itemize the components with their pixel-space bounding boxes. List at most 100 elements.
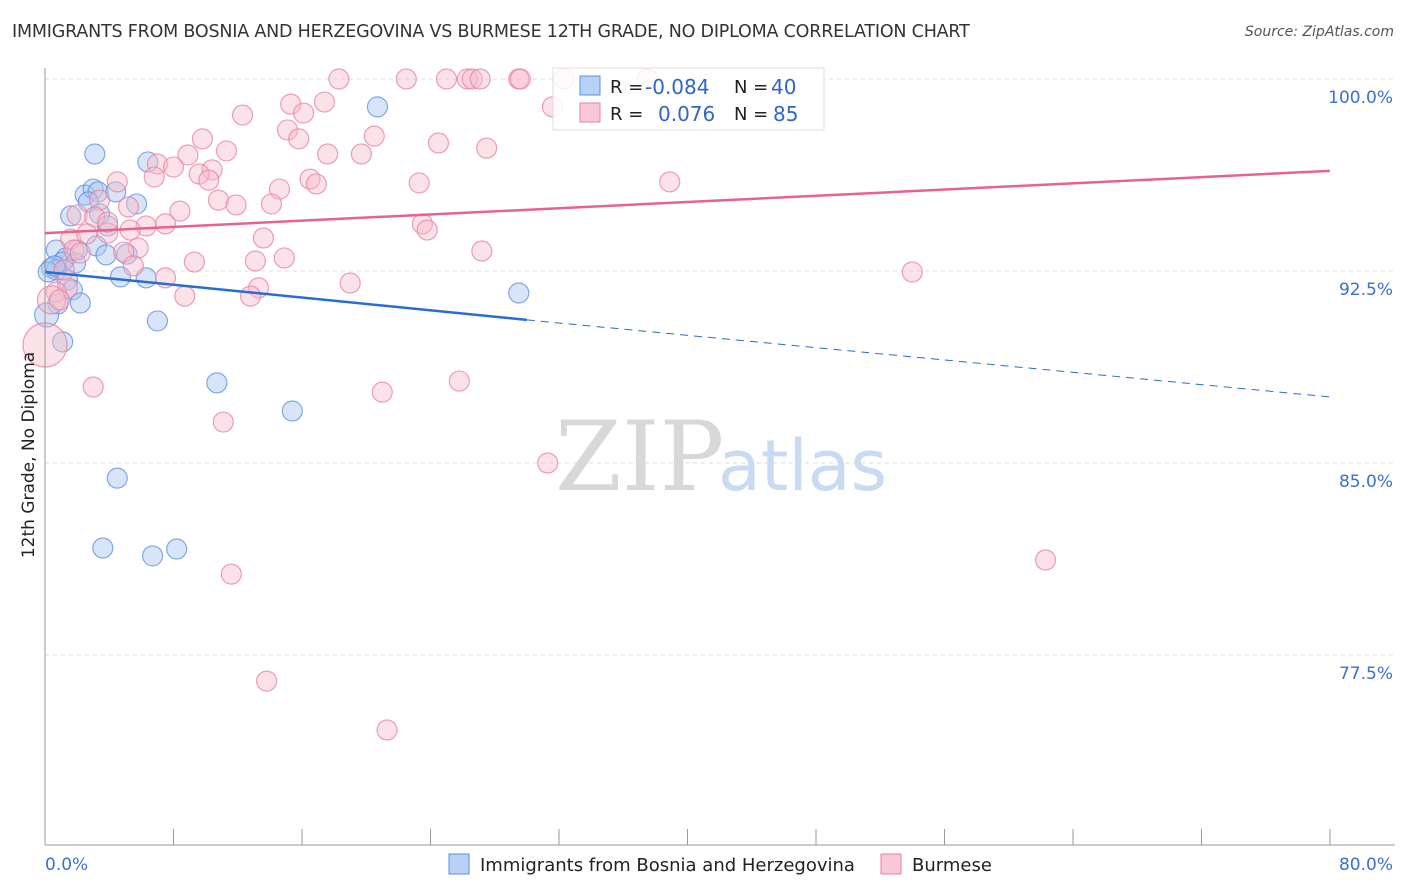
- burmese-point: [416, 219, 438, 241]
- burmese-point: [471, 240, 493, 262]
- burmese-point: [252, 227, 275, 249]
- burmese-point: [376, 719, 398, 741]
- series-legend: Immigrants from Bosnia and Herzegovina B…: [448, 853, 992, 876]
- burmese-point: [537, 452, 559, 474]
- bosnia-trend-line-extrapolated: [526, 319, 1330, 398]
- burmese-point: [135, 215, 157, 237]
- burmese-point: [220, 563, 242, 585]
- burmese-point: [1034, 549, 1057, 571]
- burmese-point: [76, 223, 98, 245]
- bosnia-point: [125, 193, 148, 215]
- bosnia-point: [146, 310, 169, 332]
- burmese-point: [371, 381, 393, 403]
- bosnia-point: [508, 282, 530, 304]
- burmese-point: [435, 68, 458, 90]
- burmese-point: [212, 411, 234, 433]
- burmese-point: [339, 272, 361, 294]
- legend-label-burmese: Burmese: [912, 855, 992, 876]
- legend-r-label: R =: [610, 104, 643, 125]
- burmese-point: [363, 125, 385, 147]
- x-ticks: [44, 829, 1331, 845]
- burmese-point: [256, 670, 278, 692]
- bosnia-point: [206, 372, 228, 394]
- y-tick-label: 100.0%: [1328, 88, 1393, 108]
- points: [22, 68, 1057, 741]
- bosnia-point: [106, 467, 128, 489]
- legend-n-value-pink: 85: [773, 102, 798, 126]
- bosnia-point: [281, 400, 303, 422]
- burmese-point: [225, 194, 247, 216]
- grid: 100.0% 92.5% 85.0% 77.5%: [45, 78, 1395, 684]
- burmese-point: [288, 128, 310, 150]
- burmese-point: [97, 211, 119, 233]
- source-credit: Source: ZipAtlas.com: [1244, 24, 1394, 40]
- burmese-point: [317, 143, 339, 165]
- legend-swatch-burmese: [880, 853, 902, 875]
- burmese-point: [198, 169, 220, 191]
- burmese-point: [313, 91, 336, 113]
- burmese-point: [280, 93, 302, 115]
- burmese-point: [183, 251, 205, 273]
- burmese-point: [276, 119, 299, 141]
- burmese-point: [350, 143, 372, 165]
- y-tick-label: 92.5%: [1339, 280, 1393, 300]
- burmese-point: [53, 259, 75, 281]
- burmese-point: [69, 242, 91, 264]
- burmese-point: [191, 128, 213, 150]
- burmese-point: [305, 173, 328, 195]
- x-tick-label-max: 80.0%: [1339, 855, 1393, 875]
- legend-swatch-blue: [579, 75, 601, 96]
- y-tick-label: 85.0%: [1339, 472, 1393, 492]
- burmese-point: [207, 189, 230, 211]
- legend-swatch-pink: [579, 102, 601, 123]
- burmese-point: [66, 204, 88, 226]
- trend-lines: [44, 169, 1330, 398]
- bosnia-point: [116, 243, 138, 265]
- chart-title: IMMIGRANTS FROM BOSNIA AND HERZEGOVINA V…: [12, 22, 970, 42]
- bosnia-point: [84, 143, 106, 165]
- burmese-point: [456, 68, 478, 90]
- burmese-point: [89, 189, 111, 211]
- burmese-point: [162, 156, 185, 178]
- burmese-point: [239, 285, 262, 307]
- burmese-point: [146, 153, 169, 175]
- burmese-point: [292, 102, 315, 124]
- burmese-point: [427, 132, 450, 154]
- burmese-point: [659, 171, 681, 193]
- legend-n-label: N =: [734, 104, 768, 125]
- burmese-point: [408, 172, 430, 194]
- burmese-point: [260, 193, 283, 215]
- bosnia-point: [366, 96, 389, 118]
- bosnia-point: [60, 205, 82, 227]
- burmese-point: [143, 166, 165, 188]
- burmese-point: [231, 104, 254, 126]
- legend-r-value-blue: -0.084: [645, 75, 709, 99]
- bosnia-point: [95, 244, 117, 266]
- burmese-point: [106, 171, 128, 193]
- burmese-point: [122, 255, 144, 277]
- bosnia-point: [92, 537, 114, 559]
- watermark-zip: ZIP: [555, 401, 724, 513]
- burmese-point: [154, 213, 177, 235]
- x-tick-label-min: 0.0%: [45, 855, 88, 875]
- legend-r-value-pink: 0.076: [658, 102, 715, 126]
- correlation-legend: R = -0.084 N = 40 R = 0.076 N = 85: [552, 67, 825, 131]
- burmese-point: [215, 140, 238, 162]
- legend-n-value-blue: 40: [771, 75, 796, 99]
- bosnia-point: [142, 545, 164, 567]
- burmese-point: [901, 261, 923, 283]
- burmese-point: [273, 247, 295, 269]
- burmese-point: [395, 68, 417, 90]
- burmese-point: [177, 144, 199, 166]
- burmese-point: [244, 250, 266, 272]
- burmese-point: [169, 200, 191, 222]
- burmese-point: [82, 376, 104, 398]
- bosnia-trend-line: [44, 270, 527, 322]
- burmese-point: [476, 137, 498, 159]
- y-axis-label: 12th Grade, No Diploma: [19, 352, 39, 558]
- burmese-point: [448, 370, 470, 392]
- watermark-atlas: atlas: [718, 425, 887, 507]
- legend-label-bosnia: Immigrants from Bosnia and Herzegovina: [480, 855, 855, 876]
- bosnia-point: [69, 292, 91, 314]
